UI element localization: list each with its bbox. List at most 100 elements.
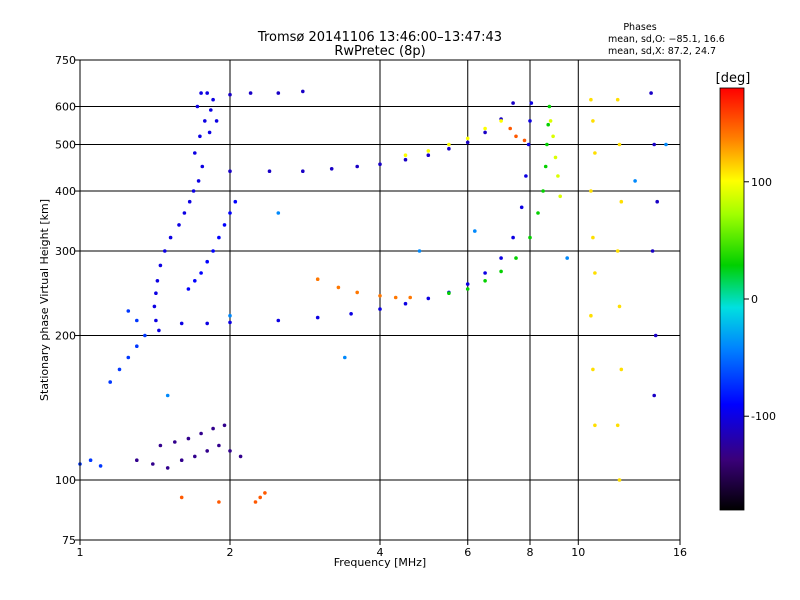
echo-point — [193, 151, 197, 155]
echo-point — [193, 454, 197, 459]
echo-point — [522, 138, 527, 143]
echo-point — [483, 271, 487, 275]
echo-point — [426, 296, 431, 301]
echo-point — [447, 142, 451, 147]
chart-title: Tromsø 20141106 13:46:00–13:47:43 — [257, 30, 502, 45]
echo-point — [355, 290, 360, 295]
echo-point — [619, 199, 624, 204]
echo-point — [163, 249, 167, 253]
echo-point — [615, 423, 620, 428]
echo-point — [157, 328, 161, 333]
echo-point — [276, 318, 281, 323]
echo-point — [186, 287, 191, 291]
echo-point — [214, 119, 219, 123]
echo-point — [617, 142, 622, 147]
echo-point — [378, 294, 382, 298]
x-tick-label: 4 — [377, 546, 384, 559]
echo-point — [222, 223, 227, 227]
echo-point — [199, 91, 203, 95]
echo-point — [315, 315, 320, 320]
echo-point — [135, 318, 139, 323]
echo-point — [483, 130, 487, 135]
echo-point — [198, 134, 202, 139]
echo-point — [217, 235, 221, 240]
echo-point — [263, 491, 267, 495]
echo-point — [465, 287, 470, 291]
echo-point — [499, 119, 503, 123]
echo-point — [589, 189, 593, 193]
echo-point — [426, 149, 431, 153]
echo-point — [199, 431, 203, 436]
echo-point — [524, 174, 528, 178]
echo-point — [199, 271, 203, 275]
echo-point — [589, 97, 593, 102]
echo-point — [619, 367, 624, 372]
echo-point — [514, 256, 518, 260]
y-tick-label: 200 — [55, 330, 76, 343]
echo-point — [276, 91, 281, 95]
echo-point — [508, 126, 512, 131]
echo-point — [655, 199, 659, 204]
echo-point — [547, 104, 552, 109]
echo-point — [228, 313, 232, 318]
echo-point — [519, 205, 524, 210]
echo-point — [447, 291, 451, 296]
echo-point — [499, 269, 503, 274]
echo-point — [652, 142, 656, 147]
echo-point — [211, 426, 215, 431]
echo-point — [88, 458, 93, 463]
echo-point — [591, 367, 595, 372]
echo-points — [78, 89, 668, 504]
y-tick-label: 500 — [55, 139, 76, 152]
x-axis-ticks: 1 2 4 6 8 10 16 — [77, 540, 687, 559]
echo-point — [203, 119, 207, 123]
echo-point — [187, 199, 192, 204]
colorbar-label: [deg] — [716, 71, 751, 86]
echo-point — [222, 423, 227, 428]
echo-point — [553, 155, 558, 160]
echo-point — [301, 169, 305, 173]
echo-point — [154, 318, 158, 323]
echo-point — [258, 495, 263, 500]
echo-point — [165, 393, 170, 398]
echo-point — [168, 235, 173, 240]
echo-point — [447, 146, 451, 151]
echo-point — [591, 235, 595, 240]
echo-point — [179, 495, 184, 500]
echo-point — [528, 235, 532, 240]
colorbar-tick-label: -100 — [751, 410, 776, 423]
y-tick-label: 750 — [55, 54, 76, 67]
echo-point — [650, 249, 655, 253]
echo-point — [403, 153, 408, 157]
echo-point — [403, 301, 408, 306]
echo-point — [108, 380, 112, 384]
echo-point — [217, 500, 221, 504]
echo-point — [276, 211, 281, 215]
echo-point — [355, 164, 360, 169]
echo-point — [591, 119, 595, 123]
echo-point — [196, 179, 201, 183]
echo-point — [556, 174, 560, 178]
echo-point — [191, 189, 196, 193]
echo-point — [336, 285, 341, 290]
echo-point — [193, 279, 197, 283]
echo-point — [173, 440, 177, 444]
echo-point — [155, 279, 160, 283]
echo-point — [403, 157, 408, 162]
y-axis-ticks: 75 100 200 300 400 500 600 750 — [55, 54, 80, 547]
echo-point — [158, 263, 163, 268]
echo-point — [558, 194, 562, 199]
echo-point — [152, 304, 157, 309]
y-tick-label: 300 — [55, 245, 76, 258]
echo-point — [408, 295, 413, 300]
echo-point — [536, 211, 540, 215]
echo-point — [426, 153, 431, 157]
echo-point — [165, 466, 170, 470]
echo-point — [465, 136, 470, 141]
echo-point — [200, 164, 205, 169]
echo-point — [378, 307, 382, 311]
echo-point — [117, 367, 122, 372]
phase-box-line-o: mean, sd,O: −85.1, 16.6 — [608, 34, 725, 45]
echo-point — [465, 140, 470, 145]
